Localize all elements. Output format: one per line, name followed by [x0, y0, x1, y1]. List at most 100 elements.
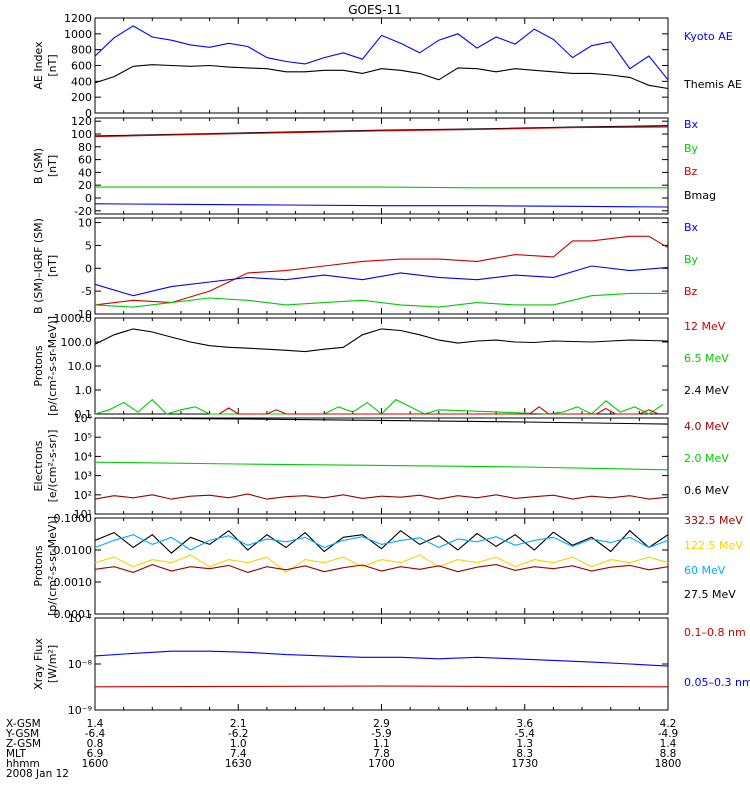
y-tick-label: 1200	[64, 12, 92, 25]
panel-frame	[94, 517, 669, 615]
x-row-value: 1700	[368, 758, 395, 770]
y-axis-label: [p/(cm²-s-sr-MeV)]	[46, 316, 59, 416]
series-line-bz	[94, 235, 669, 306]
y-tick-label: -20	[74, 205, 92, 218]
y-tick-label: 0	[85, 192, 92, 205]
x-row-value: -6.4	[85, 728, 106, 740]
legend-entry: By	[684, 142, 699, 155]
y-tick-label: 40	[78, 166, 92, 179]
y-tick-label: 5	[85, 239, 92, 252]
y-axis-label: Protons	[32, 345, 45, 386]
y-tick-label: 10⁻⁹	[68, 704, 92, 717]
legend-entry: 122.5 MeV	[684, 539, 743, 552]
y-tick-label: 0.0100	[54, 544, 93, 557]
y-tick-label: 1.0	[75, 384, 93, 397]
series-line-6-5-mev	[94, 398, 664, 415]
y-tick-label: 0.1000	[54, 512, 93, 525]
panel-frame	[94, 417, 669, 515]
x-row-label: X-GSM	[6, 718, 41, 730]
x-row-value: 7.8	[373, 748, 390, 760]
legend-entry: Kyoto AE	[684, 30, 733, 43]
legend-entry: 12 MeV	[684, 320, 726, 333]
series-line-332-5-mev	[94, 564, 669, 573]
y-axis-label: AE Index	[32, 41, 45, 90]
x-row-label: MLT	[6, 748, 26, 760]
y-tick-label: 10⁵	[74, 431, 92, 444]
legend-entry: 0.1–0.8 nm	[684, 626, 746, 639]
date-label: 2008 Jan 12	[6, 768, 69, 780]
y-axis-label: [nT]	[46, 155, 59, 177]
y-axis-label: B (SM)	[32, 148, 45, 184]
x-row-value: 6.9	[87, 748, 104, 760]
y-tick-label: 1000	[64, 28, 92, 41]
x-row-value: -6.2	[228, 728, 249, 740]
series-line-27-5-mev	[94, 529, 669, 554]
panel-ae: 0 200 400 600 800 1000 1200 AE Index [nT] Kyoto A…	[32, 12, 742, 120]
x-row-value: 1630	[225, 758, 252, 770]
y-tick-label: 800	[71, 44, 92, 57]
y-axis-label: [e/(cm²-s-sr)]	[46, 430, 59, 503]
y-tick-label: 10.0	[68, 360, 93, 373]
y-tick-label: 100	[71, 128, 92, 141]
y-tick-label: -5	[81, 285, 92, 298]
x-row-value: -5.4	[515, 728, 536, 740]
legend-entry: Bx	[684, 221, 699, 234]
x-row-value: 1.4	[87, 718, 104, 730]
x-row-value: 1.3	[516, 738, 533, 750]
x-row-value: 1.1	[373, 738, 390, 750]
x-row-value: 8.8	[660, 748, 677, 760]
series-line-12-mev	[218, 406, 659, 415]
y-axis-label: Protons	[32, 545, 45, 586]
y-tick-label: 10⁻⁸	[68, 658, 93, 671]
legend-entry: By	[684, 253, 699, 266]
x-row-value: 4.2	[660, 718, 677, 730]
y-tick-label: 400	[71, 75, 92, 88]
y-tick-label: 0.0010	[54, 576, 93, 589]
y-tick-label: -10	[74, 308, 92, 321]
y-tick-label: 10¹	[74, 508, 92, 521]
x-row-value: 2.1	[230, 718, 247, 730]
panel-bdiff: -10 -5 0 5 10 B (SM)–IGRF (SM) [nT] Bx By Bz	[32, 217, 699, 321]
series-line-2-0-mev	[94, 461, 669, 471]
legend-entry: 4.0 MeV	[684, 420, 729, 433]
x-row-value: 1600	[82, 758, 109, 770]
y-axis-label: Electrons	[32, 440, 45, 491]
y-tick-label: 100.0	[61, 336, 93, 349]
y-tick-label: 1000.0	[54, 312, 93, 325]
panel-electrons: 10¹ 10² 10³ 10⁴ 10⁵ 10⁶ Electrons [e/(cm²-s-sr)…	[32, 412, 729, 521]
y-tick-label: 120	[71, 115, 92, 128]
y-tick-label: 600	[71, 60, 92, 73]
panel-frame	[94, 117, 669, 215]
y-tick-label: 0	[85, 107, 92, 120]
legend-entry: Bmag	[684, 189, 716, 202]
y-tick-label: 20	[78, 179, 92, 192]
legend-entry: 0.05–0.3 nm	[684, 676, 750, 689]
panel-protons_low: 0.1 1.0 10.0 100.0 1000.0 Protons [p/(cm²-s-sr…	[32, 312, 729, 421]
series-line-kyoto-ae	[94, 25, 669, 81]
y-tick-label: 80	[78, 141, 92, 154]
legend-entry: 2.4 MeV	[684, 384, 729, 397]
x-row-value: 1.0	[230, 738, 247, 750]
x-row-value: -5.9	[371, 728, 392, 740]
series-line-60-mev	[94, 534, 669, 551]
series-line-bmag	[94, 125, 669, 137]
y-tick-label: 10⁴	[74, 450, 93, 463]
y-axis-label: Xray Flux	[32, 638, 45, 690]
series-line-by	[94, 292, 668, 308]
legend-entry: 2.0 MeV	[684, 452, 729, 465]
series-line-0-6-mev	[94, 417, 669, 425]
y-tick-label: 200	[71, 91, 92, 104]
y-tick-label: 0.1	[75, 408, 93, 421]
legend-entry: Themis AE	[683, 78, 742, 91]
panel-frame	[94, 317, 669, 415]
x-row-value: 7.4	[230, 748, 247, 760]
x-row-label: Z-GSM	[6, 738, 41, 750]
y-axis-label: B (SM)–IGRF (SM)	[32, 218, 45, 314]
series-line-bx	[94, 265, 669, 297]
legend-entry: Bz	[684, 165, 698, 178]
y-tick-label: 10³	[74, 470, 92, 483]
y-tick-label: 10⁶	[74, 412, 93, 425]
panel-frame	[94, 617, 669, 711]
